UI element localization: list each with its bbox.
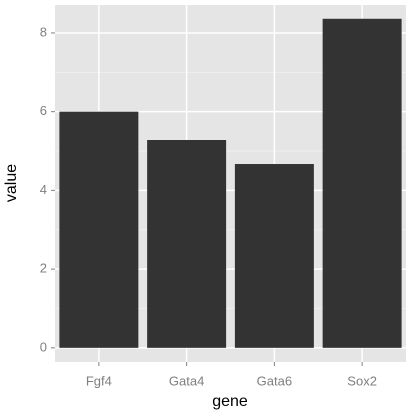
y-tick-label: 0 bbox=[40, 339, 47, 354]
bar bbox=[234, 164, 314, 348]
bar bbox=[59, 111, 139, 348]
y-tick-label: 6 bbox=[40, 103, 47, 118]
y-axis-title: value bbox=[3, 164, 20, 202]
y-tick-label: 8 bbox=[40, 24, 47, 39]
x-tick-label: Gata4 bbox=[169, 373, 204, 388]
y-tick-label: 4 bbox=[40, 182, 47, 197]
bar bbox=[147, 140, 227, 348]
bar bbox=[322, 18, 402, 348]
y-tick-label: 2 bbox=[40, 261, 47, 276]
marks bbox=[59, 18, 402, 348]
x-tick-label: Gata6 bbox=[257, 373, 292, 388]
x-tick-label: Sox2 bbox=[347, 373, 377, 388]
x-axis-title: gene bbox=[212, 393, 248, 410]
x-tick-label: Fgf4 bbox=[86, 373, 112, 388]
